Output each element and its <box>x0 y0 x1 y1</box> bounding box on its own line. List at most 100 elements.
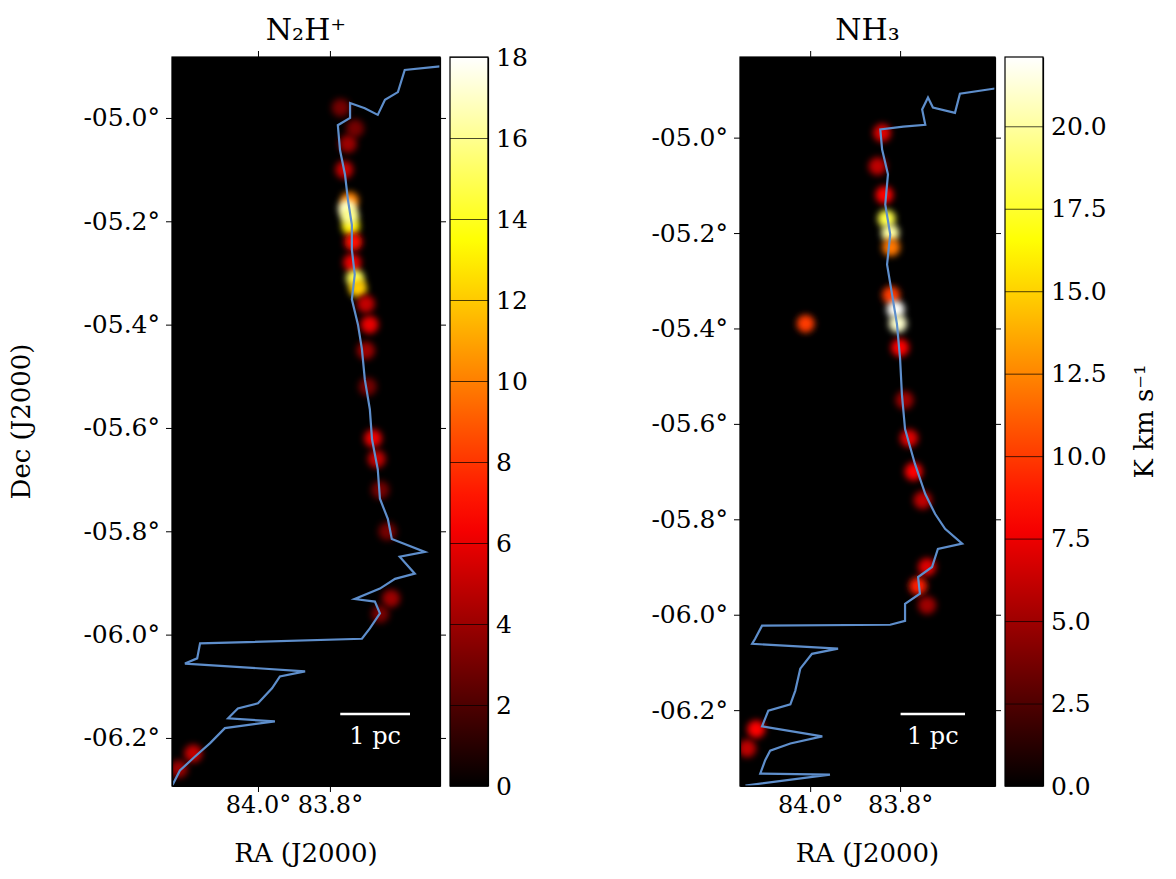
axis-line <box>172 58 173 787</box>
emission-clump <box>918 596 936 614</box>
tick-mark <box>450 381 488 382</box>
plot-background <box>172 57 440 786</box>
figure: 1 pc 84.0° 83.8° -05.0° -05.2° -05.4° -05.6° -0… <box>0 0 1176 879</box>
tick-label: -05.0° <box>651 123 728 152</box>
axis-line <box>173 786 441 787</box>
tick-mark <box>450 786 488 787</box>
tick <box>440 428 446 429</box>
tick-mark <box>450 462 488 463</box>
tick-mark <box>1005 704 1043 705</box>
tick-label: 84.0° <box>226 791 291 819</box>
tick <box>995 138 1001 139</box>
tick-label: -05.4° <box>83 310 160 339</box>
tick <box>440 325 446 326</box>
y-axis-title: Dec (J2000) <box>6 344 36 500</box>
filament-spine <box>172 66 440 786</box>
plot-area <box>172 66 440 786</box>
tick-mark <box>166 531 172 532</box>
plot-frame <box>740 57 995 786</box>
tick-label: 4 <box>496 610 512 639</box>
tick: 8 <box>450 448 512 477</box>
tick-mark <box>450 705 488 706</box>
tick-mark <box>734 138 740 139</box>
tick-mark <box>734 328 740 329</box>
tick-mark <box>734 519 740 520</box>
tick-mark <box>450 138 488 139</box>
tick-mark <box>450 219 488 220</box>
tick-mark <box>734 710 740 711</box>
tick-label: -05.6° <box>83 413 160 442</box>
axis-line <box>995 58 996 787</box>
tick <box>995 615 1001 616</box>
tick <box>440 635 446 636</box>
tick <box>440 221 446 222</box>
tick-mark <box>450 624 488 625</box>
tick <box>258 51 259 57</box>
tick: 84.0° <box>226 786 291 819</box>
tick <box>440 738 446 739</box>
tick: 83.8° <box>868 786 933 819</box>
tick-mark <box>450 300 488 301</box>
panel-title: NH₃ <box>835 12 899 47</box>
tick: -05.0° <box>83 103 172 132</box>
x-axis-top <box>173 51 441 58</box>
tick-mark <box>166 738 172 739</box>
tick <box>440 531 446 532</box>
tick-mark <box>450 57 488 58</box>
tick-mark <box>734 233 740 234</box>
tick-mark <box>995 710 1001 711</box>
tick: -05.2° <box>651 219 740 248</box>
tick <box>995 328 1001 329</box>
tick: -05.4° <box>83 310 172 339</box>
tick-label: 84.0° <box>778 791 843 819</box>
colorbar <box>450 57 488 786</box>
panel: 1 pc84.0°83.8°-05.0°-05.2°-05.4°-05.6°-0… <box>6 12 528 868</box>
tick: 4 <box>450 610 512 639</box>
tick: -05.4° <box>651 314 740 343</box>
tick-label: 5.0 <box>1051 607 1091 636</box>
tick: 18 <box>450 43 528 72</box>
emission-clump <box>382 589 400 607</box>
tick-label: 12.5 <box>1051 359 1107 388</box>
scale-bar-label: 1 pc <box>907 722 959 750</box>
plot-area <box>740 88 995 785</box>
tick <box>995 424 1001 425</box>
tick-label: 12 <box>496 286 528 315</box>
tick: -05.0° <box>651 123 740 152</box>
colorbar-title: K km s⁻¹ <box>1129 365 1159 479</box>
emission-clump <box>344 233 362 251</box>
tick-label: 10 <box>496 367 528 396</box>
tick-mark <box>166 428 172 429</box>
axis-line <box>440 58 441 787</box>
tick: 6 <box>450 529 512 558</box>
tick-mark <box>440 428 446 429</box>
tick <box>440 118 446 119</box>
tick: 0 <box>450 772 512 801</box>
tick-label: -06.2° <box>651 696 728 725</box>
plot-background <box>740 57 995 786</box>
tick-mark <box>1005 126 1043 127</box>
emission-clump <box>740 739 756 757</box>
tick-mark <box>995 519 1001 520</box>
emission-clump <box>875 186 893 204</box>
tick-mark <box>166 635 172 636</box>
axis-line <box>741 786 996 787</box>
tick-label: 15.0 <box>1051 277 1107 306</box>
tick: -05.6° <box>651 409 740 438</box>
tick-mark <box>440 738 446 739</box>
tick: -06.2° <box>83 723 172 752</box>
emission-clump <box>896 391 914 409</box>
tick-mark <box>734 615 740 616</box>
tick-mark <box>1005 539 1043 540</box>
tick-mark <box>995 233 1001 234</box>
axis-line <box>1043 58 1044 787</box>
tick-label: 2.5 <box>1051 689 1091 718</box>
tick: 2.5 <box>1005 689 1091 718</box>
tick-label: 10.0 <box>1051 442 1107 471</box>
plot-frame <box>172 57 440 786</box>
tick <box>995 233 1001 234</box>
panel-title: N₂H⁺ <box>266 12 346 47</box>
tick: 16 <box>450 124 528 153</box>
emission-clump <box>357 295 375 313</box>
tick: -05.2° <box>83 207 172 236</box>
